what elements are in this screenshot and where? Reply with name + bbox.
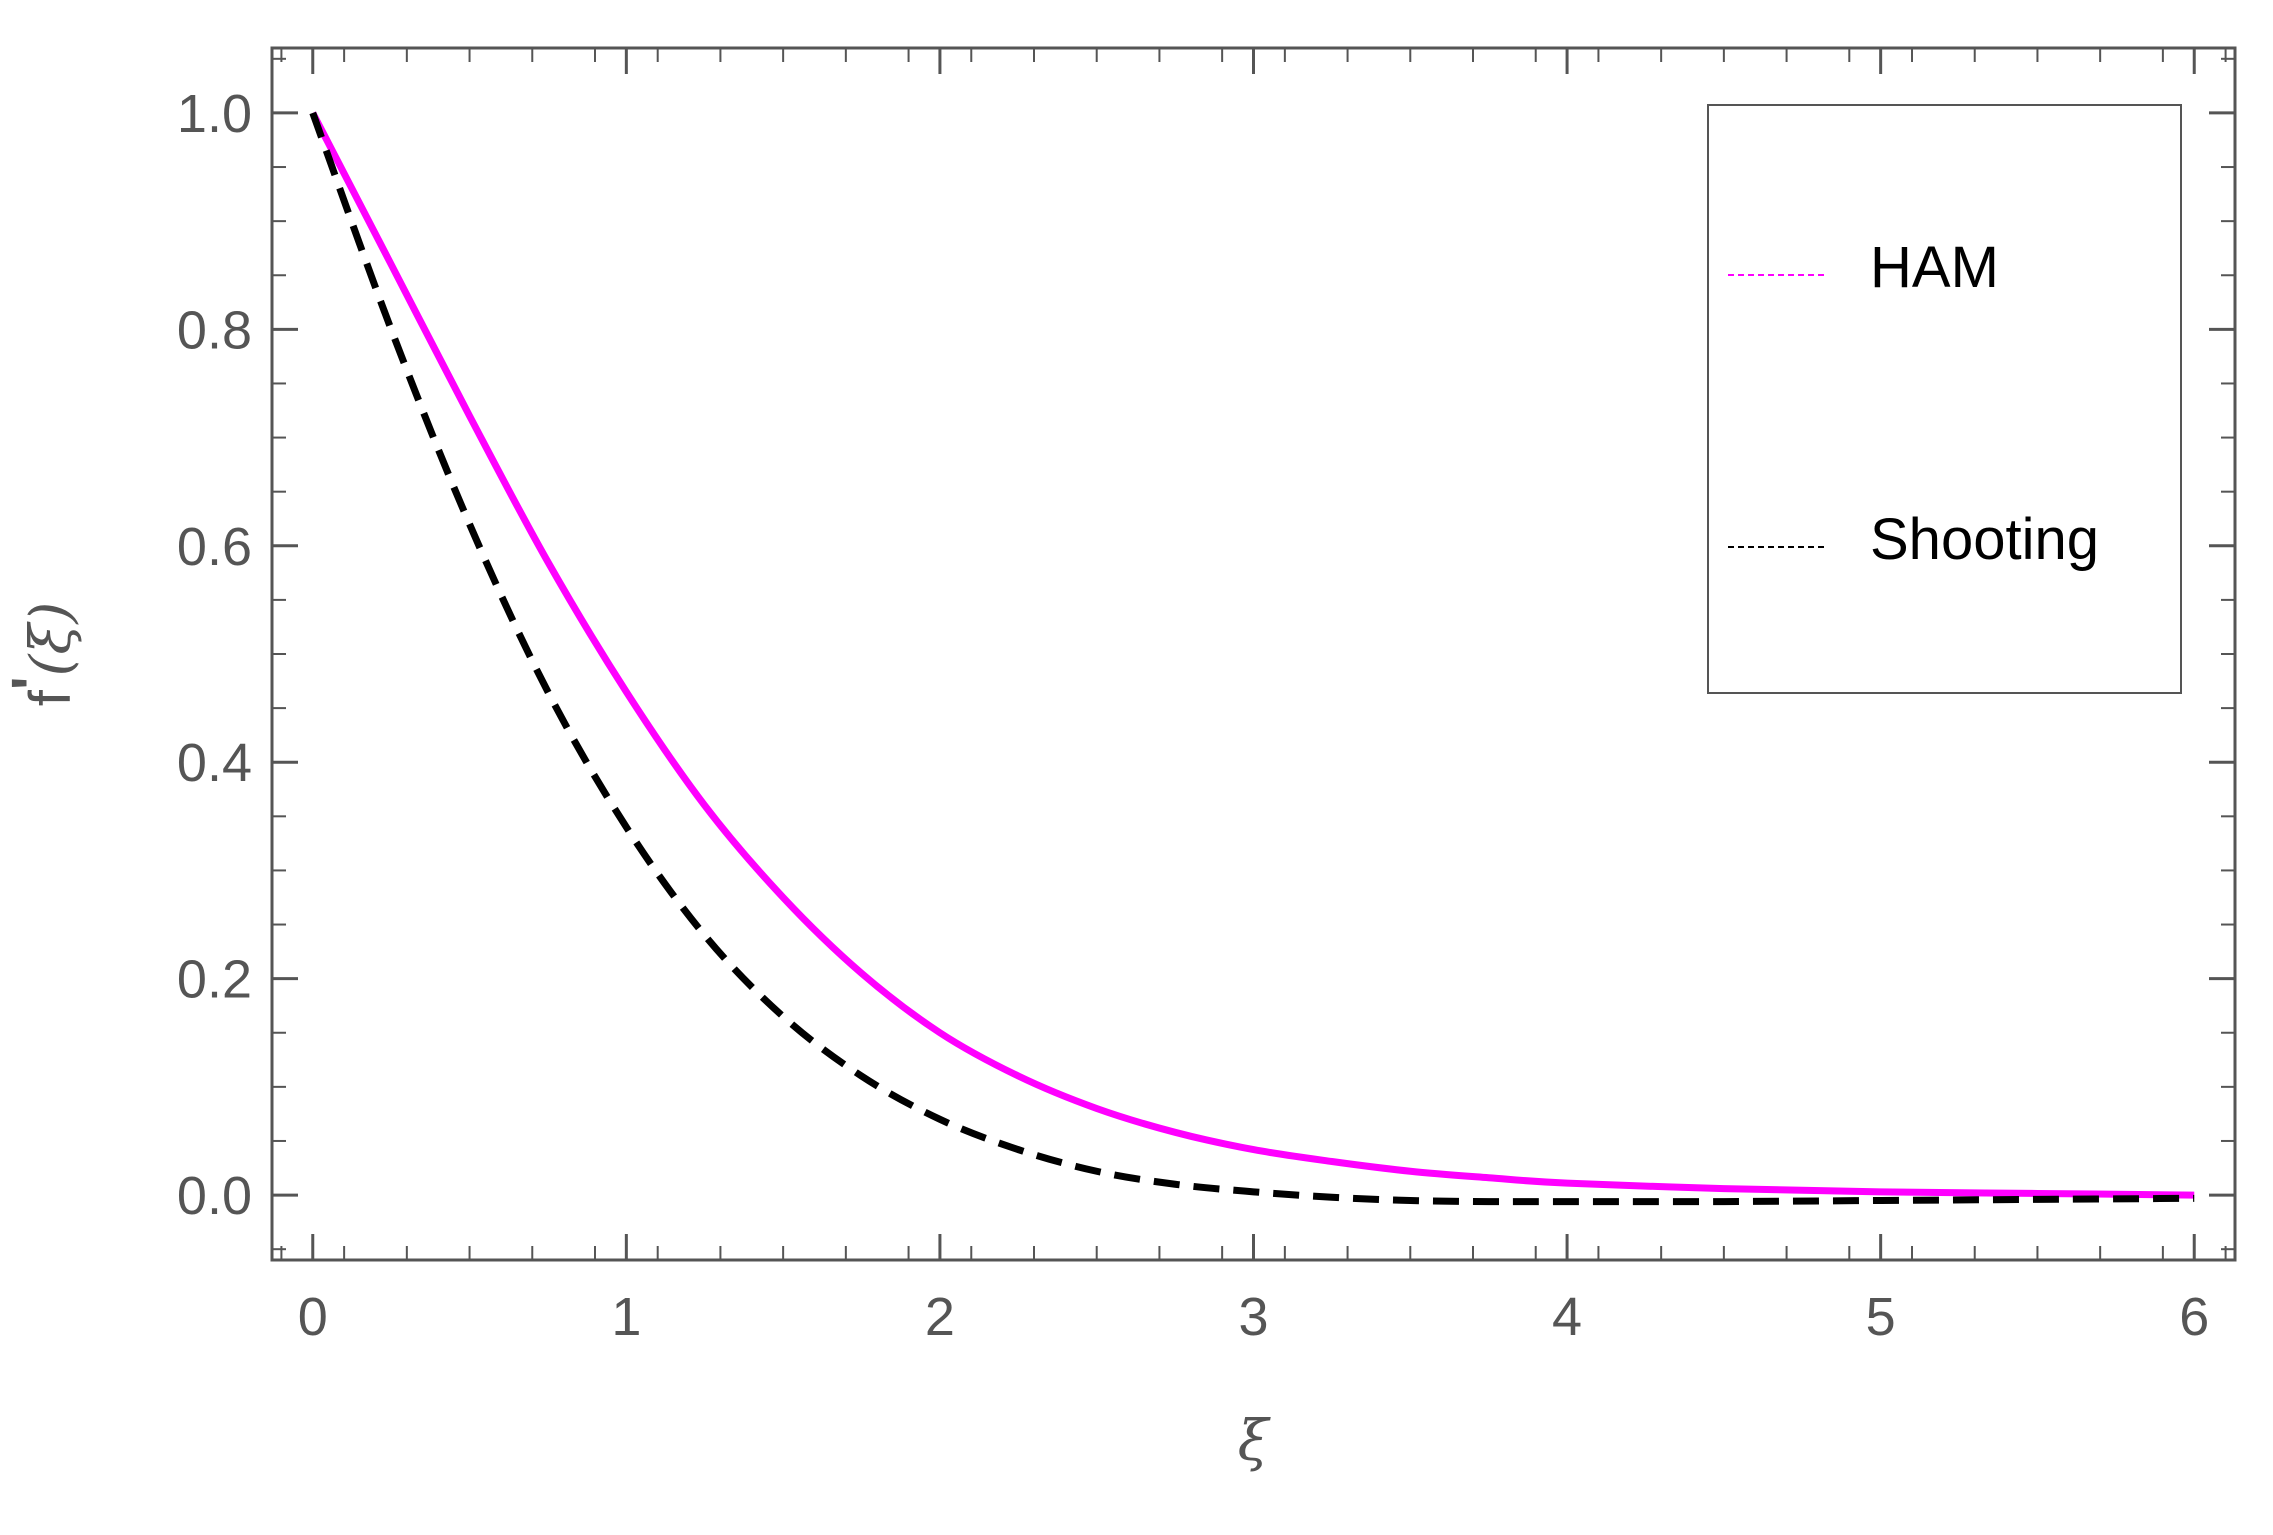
y-tick-label: 0.8: [177, 300, 252, 360]
axis-ticks: [272, 48, 2235, 1260]
svg-text:f'(ξ): f'(ξ): [0, 602, 84, 706]
x-axis-title: ξ: [1238, 1409, 1272, 1474]
x-tick-label: 5: [1866, 1287, 1896, 1347]
y-tick-label: 0.2: [177, 950, 252, 1010]
legend: HAM Shooting: [1707, 104, 2182, 694]
legend-label-ham: HAM: [1870, 235, 1999, 300]
y-tick-label: 1.0: [177, 84, 252, 144]
legend-label-shooting: Shooting: [1870, 507, 2099, 572]
series-line-ham: [309, 111, 2195, 1199]
series-layer: [309, 111, 2195, 1206]
x-tick-label: 4: [1552, 1287, 1582, 1347]
y-tick-label: 0.4: [177, 733, 252, 793]
x-tick-label: 6: [2179, 1287, 2209, 1347]
x-tick-label: 1: [611, 1287, 641, 1347]
x-tick-label: 2: [925, 1287, 955, 1347]
y-axis-title-prime: ': [0, 676, 65, 690]
y-axis-title-main: f: [18, 689, 83, 706]
x-tick-label: 0: [298, 1287, 328, 1347]
y-tick-label: 0.6: [177, 517, 252, 577]
y-tick-label: 0.0: [177, 1166, 252, 1226]
series-line-shooting: [309, 111, 2195, 1206]
y-axis-title-arg: (ξ): [19, 602, 84, 677]
legend-box: [1707, 104, 2182, 694]
axis-tick-labels: 0 1 2 3 4 5 6 0.0 0.2 0.4 0.6 0.8 1.0: [177, 84, 2209, 1347]
x-tick-label: 3: [1238, 1287, 1268, 1347]
y-axis-title: f'(ξ): [0, 602, 84, 706]
